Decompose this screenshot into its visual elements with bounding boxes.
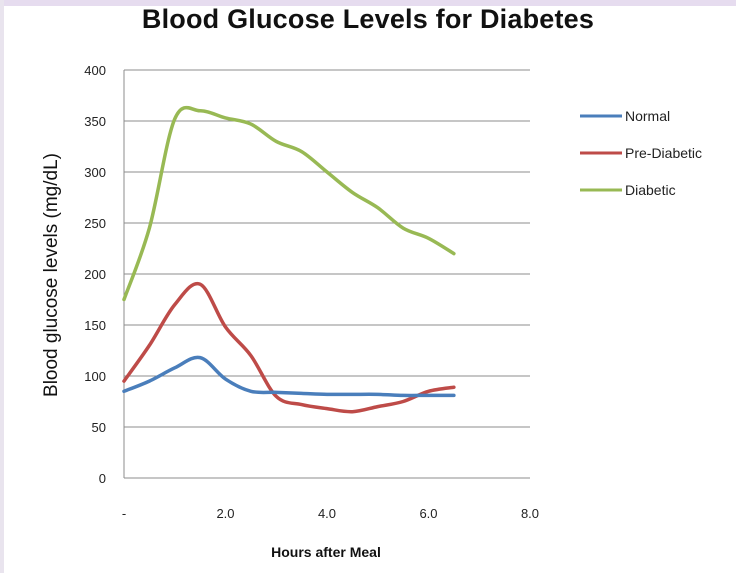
- series-lines: [122, 105, 456, 414]
- legend-label-diabetic: Diabetic: [625, 182, 676, 198]
- y-tick-label: 250: [84, 216, 106, 231]
- x-tick-label: 8.0: [521, 506, 539, 521]
- legend: Normal Pre-Diabetic Diabetic: [580, 108, 702, 198]
- series-line-diabetic: [122, 105, 456, 302]
- series-line-pre-diabetic: [122, 281, 456, 414]
- chart-title: Blood Glucose Levels for Diabetes: [141, 4, 595, 34]
- window-top-border: [0, 0, 736, 6]
- grid-lines: [123, 69, 530, 479]
- y-tick-label: 50: [92, 420, 106, 435]
- y-tick-labels: 0 50 100 150 200 250 300 350 400: [84, 63, 106, 486]
- y-tick-label: 150: [84, 318, 106, 333]
- y-axis-title: Blood glucose levels (mg/dL): [41, 153, 62, 397]
- y-tick-label: 0: [99, 471, 106, 486]
- y-tick-label: 200: [84, 267, 106, 282]
- series-line-normal: [122, 355, 456, 398]
- window-left-border: [0, 0, 4, 573]
- x-tick-label: 2.0: [216, 506, 234, 521]
- legend-label-normal: Normal: [625, 108, 670, 124]
- legend-label-pre-diabetic: Pre-Diabetic: [625, 145, 702, 161]
- x-tick-label: 6.0: [419, 506, 437, 521]
- y-tick-label: 350: [84, 114, 106, 129]
- y-tick-label: 300: [84, 165, 106, 180]
- y-tick-label: 100: [84, 369, 106, 384]
- x-tick-label: -: [122, 506, 126, 521]
- x-tick-label: 4.0: [318, 506, 336, 521]
- y-tick-label: 400: [84, 63, 106, 78]
- x-axis-title: Hours after Meal: [271, 544, 381, 560]
- x-tick-labels: - 2.0 4.0 6.0 8.0: [122, 506, 539, 521]
